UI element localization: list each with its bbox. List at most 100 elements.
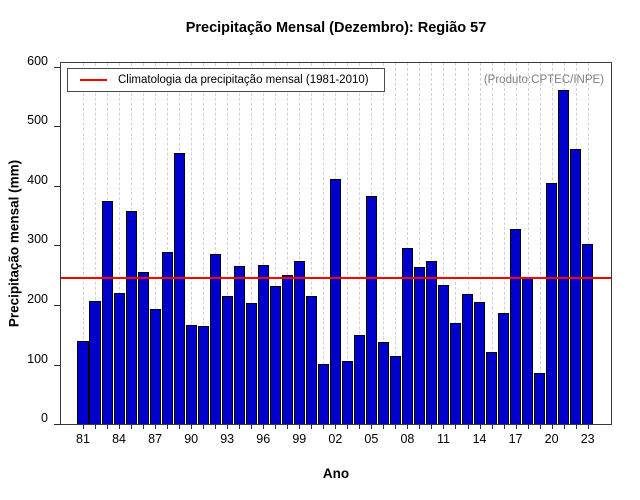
bar-2001 <box>317 364 329 424</box>
bar-slot-2007 <box>389 63 401 429</box>
gridline <box>215 63 217 424</box>
bar-1998 <box>281 274 293 424</box>
x-axis-tick <box>263 424 265 429</box>
gridline <box>155 63 157 424</box>
x-axis-tick <box>575 424 577 429</box>
x-tick-label-2014: 14 <box>472 432 487 446</box>
x-axis-tick <box>371 424 373 429</box>
x-axis-tick <box>359 424 361 429</box>
gridline <box>119 63 121 424</box>
x-axis-tick <box>95 424 97 429</box>
bar-2010 <box>425 261 437 424</box>
bar-2013 <box>461 293 474 424</box>
bar-slot-1999: 99 <box>292 63 306 446</box>
gridline <box>455 63 457 424</box>
bar-slot-2012 <box>449 63 462 429</box>
x-axis-tick <box>143 424 145 429</box>
bar-1983 <box>101 201 113 424</box>
bar-2021 <box>558 90 570 424</box>
y-axis-tick <box>54 66 60 68</box>
gridline <box>479 63 481 424</box>
y-axis-tick <box>54 364 60 366</box>
x-tick-label-2011: 11 <box>436 432 450 446</box>
y-tick-label-200: 200 <box>27 291 48 306</box>
bar-1993 <box>221 295 233 424</box>
x-axis-tick <box>539 424 541 429</box>
x-tick-label-2005: 05 <box>364 432 379 446</box>
bar-slot-2006 <box>377 63 389 429</box>
gridline <box>263 63 265 424</box>
bar-2015 <box>486 351 498 424</box>
bar-slot-1984: 84 <box>112 63 126 446</box>
x-axis-tick <box>335 424 337 429</box>
gridline <box>431 63 433 424</box>
x-axis-tick <box>395 424 397 429</box>
x-tick-label-1987: 87 <box>148 432 163 446</box>
x-axis-tick <box>419 424 421 429</box>
x-axis-tick <box>563 424 565 429</box>
watermark-text: (Produto:CPTEC/INPE) <box>483 74 604 86</box>
bar-slot-2009 <box>413 63 425 429</box>
bar-slot-2015 <box>486 63 498 429</box>
gridline <box>539 63 541 424</box>
gridline <box>251 63 253 424</box>
gridline <box>443 63 445 424</box>
bar-slot-1983 <box>101 63 113 429</box>
gridline <box>239 63 241 424</box>
legend-label: Climatologia da precipitação mensal (198… <box>118 74 369 86</box>
x-axis-tick <box>119 424 121 429</box>
bar-2000 <box>305 296 317 424</box>
bar-slot-1992 <box>209 63 221 429</box>
x-axis-tick <box>287 424 289 429</box>
bars-area: 81 84 87 90 93 96 99 02 05 08 11 14 17 20 23 <box>76 63 595 446</box>
x-tick-label-2020: 20 <box>544 432 559 446</box>
bar-1990 <box>185 324 197 424</box>
gridline <box>527 63 529 424</box>
x-axis-tick <box>551 424 553 429</box>
bar-1982 <box>89 300 101 424</box>
bar-slot-2017: 17 <box>509 63 523 446</box>
y-tick-label-400: 400 <box>27 172 48 187</box>
x-axis-tick <box>227 424 229 429</box>
bar-1989 <box>173 152 185 424</box>
y-tick-label-600: 600 <box>27 53 48 68</box>
x-axis-tick <box>179 424 181 429</box>
bar-1992 <box>209 253 221 424</box>
legend-line-sample <box>80 78 107 82</box>
y-axis-tick <box>54 424 60 425</box>
gridline <box>407 63 409 424</box>
bar-slot-2005: 05 <box>364 63 378 446</box>
bar-2002 <box>329 179 341 424</box>
x-axis-tick <box>491 424 493 429</box>
bar-1994 <box>233 266 245 424</box>
bar-slot-2011: 11 <box>437 63 450 446</box>
bar-slot-2004 <box>353 63 365 429</box>
x-axis-tick <box>515 424 517 429</box>
x-tick-label-1984: 84 <box>112 432 126 446</box>
x-axis-tick <box>527 424 529 429</box>
x-tick-label-2008: 08 <box>400 432 415 446</box>
gridline <box>323 63 325 424</box>
bar-slot-1994 <box>233 63 245 429</box>
bar-slot-1998 <box>281 63 293 429</box>
bar-2022 <box>570 148 582 424</box>
x-axis-tick <box>503 424 505 429</box>
bar-slot-1988 <box>161 63 173 429</box>
bar-2004 <box>353 335 365 424</box>
x-axis-tick <box>299 424 301 429</box>
gridline <box>83 63 84 424</box>
gridline <box>503 63 505 424</box>
bar-slot-1996: 96 <box>256 63 270 446</box>
bar-1985 <box>125 210 137 424</box>
bar-slot-1990: 90 <box>184 63 198 446</box>
bar-slot-2000 <box>305 63 317 429</box>
gridline <box>419 63 421 424</box>
x-axis-tick <box>239 424 241 429</box>
bar-1999 <box>293 260 305 424</box>
plot-area: 81 84 87 90 93 96 99 02 05 08 11 14 17 20 23 Climatolo… <box>60 62 612 446</box>
bar-2006 <box>377 342 389 424</box>
bar-slot-2016 <box>498 63 510 429</box>
bar-2014 <box>473 301 486 424</box>
bar-2020 <box>546 183 558 424</box>
